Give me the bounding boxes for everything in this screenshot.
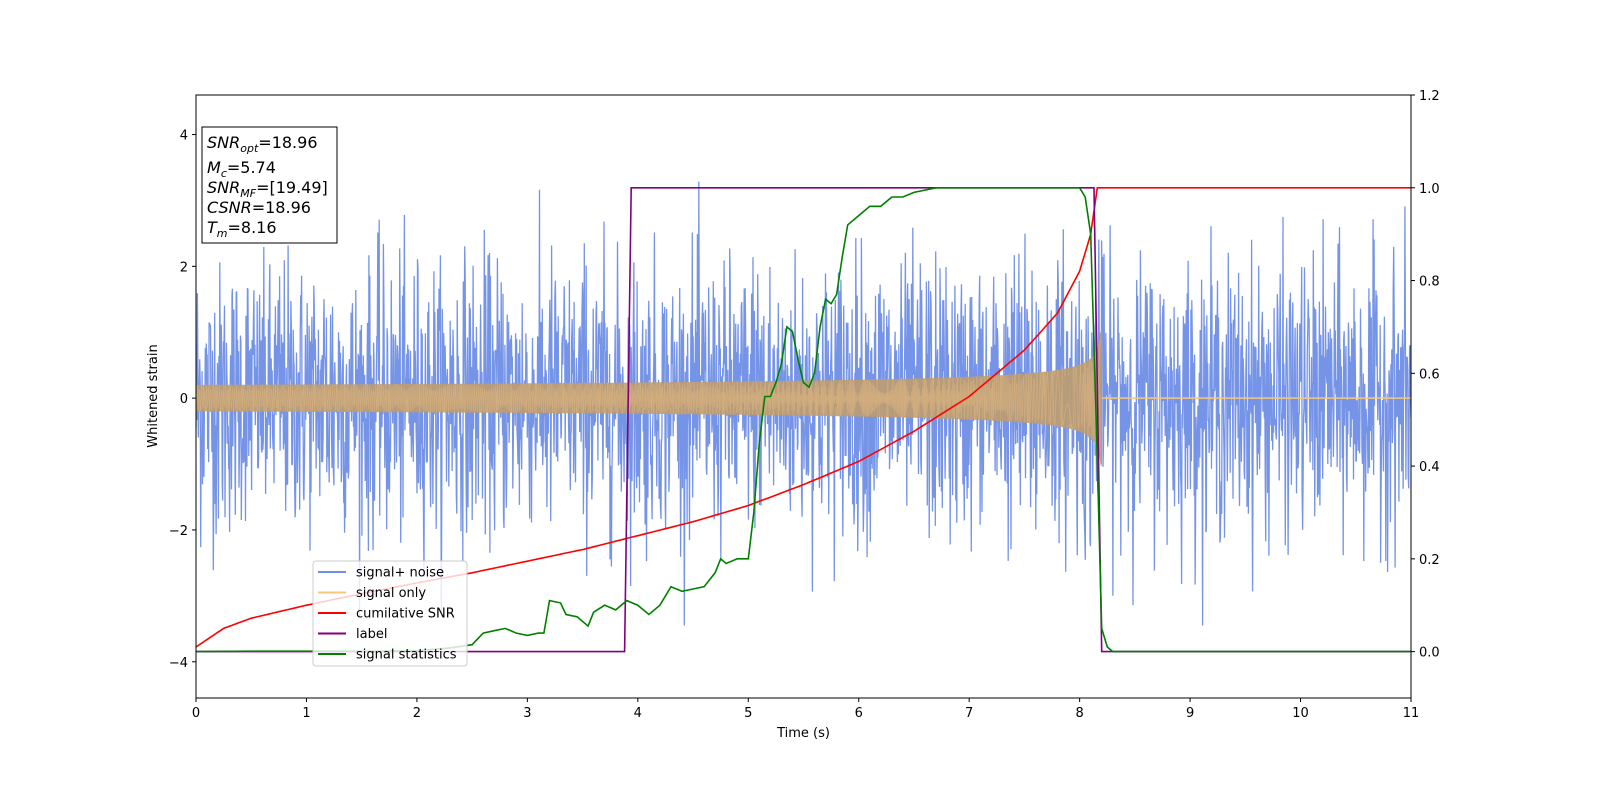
x-tick-label: 7 — [965, 706, 973, 721]
info-line: SNRMF=[19.49] — [207, 178, 328, 200]
legend-entry: label — [356, 627, 387, 642]
y-right-tick-label: 1.2 — [1419, 89, 1440, 104]
info-annotation-box: SNRopt=18.96 Mc=5.74SNRMF=[19.49]CSNR=18.… — [201, 126, 338, 244]
y-left-tick-label: 0 — [180, 392, 188, 407]
x-tick-label: 5 — [744, 706, 752, 721]
info-box-frame — [201, 126, 338, 244]
series-signal-noise-line — [196, 181, 1411, 626]
y-left-tick-label: 4 — [180, 129, 188, 144]
y-right-tick-label: 0.6 — [1419, 367, 1440, 382]
x-tick-label: 10 — [1292, 706, 1309, 721]
plot-frame — [195, 94, 1412, 699]
series-signal-statistics-line — [196, 187, 1411, 653]
legend-entry: signal statistics — [356, 648, 457, 663]
x-tick-label: 8 — [1075, 706, 1083, 721]
axes: 0 1 2 3 4 5 6 7 8 9 10 11 −4 −2 0 2 4 0.0 0.2 0.4 0.6 0.8 1.0 1… — [169, 89, 1440, 721]
x-tick-label: 1 — [302, 706, 310, 721]
x-tick-label: 2 — [413, 706, 421, 721]
y-right-tick-label: 1.0 — [1419, 182, 1440, 197]
info-line: CSNR=18.96 — [207, 198, 311, 217]
y-left-tick-label: 2 — [180, 260, 188, 275]
info-line: Tm=8.16 — [207, 218, 277, 240]
x-axis-label: Time (s) — [776, 726, 830, 741]
y-left-tick-label: −4 — [169, 656, 188, 671]
y-right-tick-label: 0.4 — [1419, 460, 1440, 475]
y-right-tick-label: 0.8 — [1419, 275, 1440, 290]
y-right-tick-label: 0.0 — [1419, 646, 1440, 661]
x-tick-label: 6 — [855, 706, 863, 721]
y-left-tick-label: −2 — [169, 524, 188, 539]
info-line: SNRopt=18.96 — [207, 133, 318, 155]
x-tick-label: 0 — [192, 706, 200, 721]
legend-entry: signal+ noise — [356, 566, 444, 581]
y-right-tick-label: 0.2 — [1419, 553, 1440, 568]
x-tick-label: 4 — [634, 706, 642, 721]
legend-entry: cumilative SNR — [356, 607, 455, 622]
x-tick-label: 3 — [523, 706, 531, 721]
info-line: Mc=5.74 — [207, 158, 276, 180]
y-axis-label: Whitened strain — [146, 344, 161, 447]
series-signal-only-line — [196, 340, 1102, 442]
legend: signal+ noise signal only cumilative SNR la… — [312, 560, 468, 667]
legend-entry: signal only — [356, 586, 426, 601]
legend-frame — [312, 560, 468, 667]
x-tick-label: 9 — [1186, 706, 1194, 721]
x-tick-label: 11 — [1403, 706, 1420, 721]
